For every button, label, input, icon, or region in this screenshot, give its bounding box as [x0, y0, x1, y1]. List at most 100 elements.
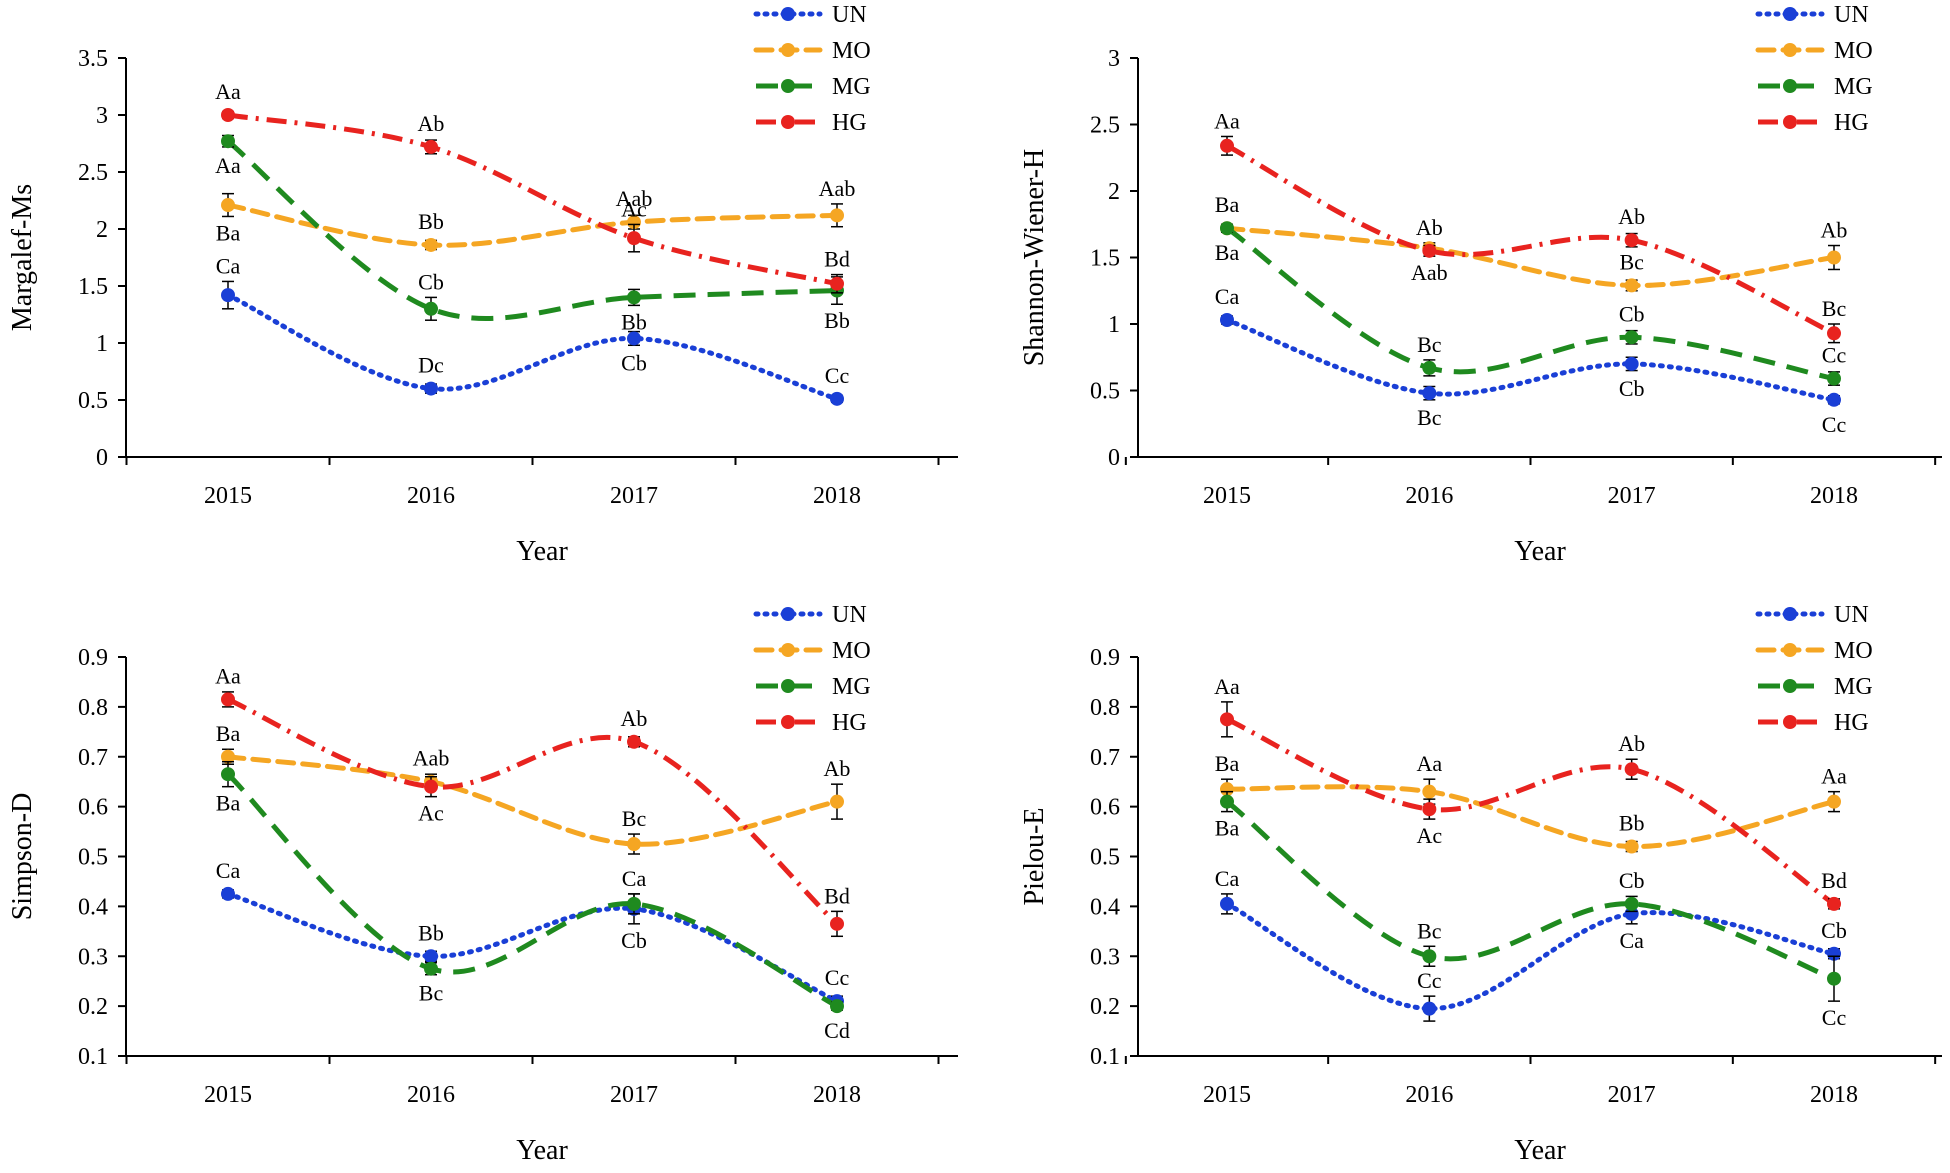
panel-1-data-point-hg: [221, 108, 235, 122]
panel-3-significance-label: Aa: [215, 663, 241, 688]
panel-3-y-tick-label: 0.1: [78, 1044, 108, 1070]
panel-3-data-point-hg: [627, 734, 641, 749]
panel-1-data-point-mg: [424, 301, 438, 316]
panel-2-y-tick-label: 3: [1108, 46, 1120, 72]
panel-3-significance-label: Bc: [419, 981, 444, 1006]
panel-4-x-tick-label: 2016: [1405, 1082, 1453, 1108]
panel-2-significance-label: Ba: [1215, 240, 1240, 265]
panel-1-significance-label: Aab: [819, 176, 856, 201]
panel-3-x-tick-label: 2018: [813, 1082, 861, 1108]
panel-1-y-tick-label: 2: [96, 217, 108, 243]
panel-4-data-point-mo: [1220, 782, 1234, 797]
panel-2-significance-label: Cb: [1619, 376, 1645, 401]
panel-1-data-point-un: [627, 331, 641, 346]
panel-3-legend-label-mg: MG: [832, 674, 871, 700]
panel-4-data-point-mg: [1624, 896, 1639, 911]
panel-3-y-tick-label: 0.9: [78, 645, 108, 671]
panel-3-significance-label: Ba: [216, 791, 241, 816]
panel-1-significance-label: Aa: [215, 153, 241, 178]
panel-1-legend-marker-mg: [781, 79, 795, 93]
panel-3-significance-label: Ca: [622, 866, 647, 891]
panel-4-significance-label: Ca: [1215, 866, 1240, 891]
panel-2-data-point-mo: [1624, 278, 1639, 293]
panel-1-y-tick-label: 1.5: [78, 274, 108, 300]
panel-1-legend-label-un: UN: [832, 2, 867, 28]
panel-2-series-line-mo: [1224, 225, 1837, 288]
panel-1-data-point-un: [221, 288, 235, 303]
panel-2-y-tick-label: 0: [1108, 445, 1120, 471]
panel-3-significance-label: Cd: [824, 1018, 850, 1043]
panel-3-y-tick-label: 0.8: [78, 695, 108, 721]
panel-3-y-tick-label: 0.6: [78, 795, 108, 821]
panel-1-y-tick-label: 3.5: [78, 46, 108, 72]
panel-2-data-point-hg: [1624, 233, 1639, 248]
panel-4-data-point-mg: [1827, 971, 1841, 986]
panel-2-x-axis-title: Year: [1514, 536, 1566, 567]
panel-1-legend-marker-un: [781, 7, 795, 21]
panel-1-significance-label: Cb: [418, 269, 444, 294]
panel-2-significance-label: Cb: [1619, 301, 1645, 326]
panel-4-significance-label: Aa: [1821, 764, 1847, 789]
panel-4-legend-marker-hg: [1783, 715, 1797, 729]
panel-3-significance-label: Aab: [413, 746, 450, 771]
panel-1-legend-label-mg: MG: [832, 74, 871, 100]
panel-2-legend-label-mo: MO: [1834, 38, 1873, 64]
panel-3-data-point-hg: [221, 692, 235, 707]
panel-2-y-tick-label: 2: [1108, 179, 1120, 205]
panel-2-significance-label: Ba: [1215, 192, 1240, 217]
panel-1-significance-label: Cb: [621, 350, 647, 375]
panel-3-data-point-mo: [627, 837, 641, 852]
panel-2-data-point-hg: [1422, 243, 1437, 258]
panel-1-significance-label: Ab: [418, 111, 445, 136]
panel-1-x-tick-label: 2018: [813, 483, 861, 509]
panel-4-y-tick-label: 0.2: [1090, 994, 1120, 1020]
panel-3-legend-marker-mo: [781, 643, 795, 657]
panel-4-significance-label: Cb: [1619, 868, 1645, 893]
panel-3-significance-label: Ab: [621, 706, 648, 731]
panel-4-series-line-mg: [1225, 799, 1835, 982]
panel-2-legend-label-mg: MG: [1834, 74, 1873, 100]
panel-3-y-tick-label: 0.5: [78, 845, 108, 871]
panel-1-data-point-un: [830, 391, 844, 406]
panel-2-data-point-mg: [1422, 360, 1437, 375]
panel-2-significance-label: Cc: [1822, 412, 1847, 437]
panel-2-significance-label: Aa: [1214, 108, 1240, 133]
panel-2-series-line-un: [1224, 317, 1837, 403]
panel-4-y-tick-label: 0.6: [1090, 795, 1120, 821]
panel-1-legend-marker-hg: [781, 115, 795, 129]
panel-3-legend-marker-un: [781, 607, 795, 621]
panel-1-legend-label-mo: MO: [832, 38, 871, 64]
panel-2-y-tick-label: 0.5: [1090, 379, 1120, 405]
panel-1-significance-label: Ac: [621, 196, 647, 221]
panel-1-data-point-hg: [830, 276, 844, 291]
panel-3-significance-label: Ca: [216, 858, 241, 883]
panel-4-significance-label: Ba: [1215, 816, 1240, 841]
panel-2-legend-marker-un: [1783, 7, 1797, 21]
panel-4-x-tick-label: 2018: [1810, 1082, 1858, 1108]
panel-2-significance-label: Ab: [1821, 218, 1848, 243]
panel-1-significance-label: Bd: [824, 247, 850, 272]
panel-3-data-point-un: [221, 886, 235, 901]
panel-1-legend-marker-mo: [781, 43, 795, 57]
panel-4-series-line-un: [1224, 901, 1837, 1012]
panel-4-legend-marker-mg: [1783, 679, 1797, 693]
panel-3-significance-label: Ba: [216, 721, 241, 746]
panel-3-y-tick-label: 0.3: [78, 944, 108, 970]
panel-1-series-line-mg: [226, 139, 838, 321]
panel-2-significance-label: Aab: [1411, 260, 1448, 285]
panel-3-significance-label: Ab: [824, 756, 851, 781]
panel-2-data-point-mg: [1220, 221, 1234, 236]
panel-4-significance-label: Bb: [1619, 811, 1645, 836]
panel-1-series-line-mo: [225, 202, 840, 248]
panel-3-y-axis-title: Simpson-D: [7, 793, 38, 921]
panel-4-legend-label-hg: HG: [1834, 710, 1869, 736]
panel-4-y-tick-label: 0.1: [1090, 1044, 1120, 1070]
panel-2-significance-label: Ab: [1618, 204, 1645, 229]
panel-2-data-point-mg: [1624, 330, 1639, 345]
panel-2-data-point-un: [1827, 392, 1841, 407]
panel-3-data-point-mo: [221, 749, 235, 764]
panel-4-significance-label: Ba: [1215, 751, 1240, 776]
panel-4-legend-label-mo: MO: [1834, 638, 1873, 664]
panel-4-data-point-mg: [1220, 794, 1234, 809]
panel-2-legend-label-un: UN: [1834, 2, 1869, 28]
